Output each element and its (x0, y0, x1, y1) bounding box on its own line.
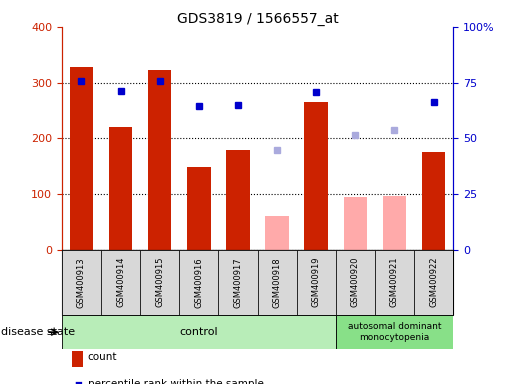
Text: GSM400915: GSM400915 (155, 257, 164, 308)
Text: GSM400918: GSM400918 (272, 257, 282, 308)
Text: count: count (88, 352, 117, 362)
Bar (218, 250, 258, 315)
Text: disease state: disease state (1, 327, 75, 337)
Bar (304, 102, 328, 250)
Bar (109, 127, 132, 250)
Text: GSM400919: GSM400919 (312, 257, 321, 308)
Text: GSM400920: GSM400920 (351, 257, 360, 308)
Bar (336, 315, 453, 349)
Bar (344, 197, 367, 250)
Text: GSM400921: GSM400921 (390, 257, 399, 308)
Text: GSM400917: GSM400917 (233, 257, 243, 308)
Text: autosomal dominant
monocytopenia: autosomal dominant monocytopenia (348, 323, 441, 342)
Bar (297, 250, 336, 315)
Bar (101, 250, 140, 315)
Bar (62, 315, 336, 349)
Text: percentile rank within the sample: percentile rank within the sample (88, 379, 264, 384)
Bar (140, 250, 179, 315)
Bar (414, 250, 453, 315)
Bar (258, 250, 297, 315)
Text: GSM400913: GSM400913 (77, 257, 86, 308)
Bar (179, 250, 218, 315)
Text: GSM400922: GSM400922 (429, 257, 438, 308)
Bar (62, 250, 101, 315)
Bar (375, 250, 414, 315)
Bar (226, 151, 250, 250)
Text: control: control (180, 327, 218, 337)
Text: GSM400916: GSM400916 (194, 257, 203, 308)
Bar (148, 70, 171, 250)
Bar (187, 167, 211, 250)
Bar (383, 195, 406, 250)
Bar (70, 67, 93, 250)
Title: GDS3819 / 1566557_at: GDS3819 / 1566557_at (177, 12, 338, 26)
Text: GSM400914: GSM400914 (116, 257, 125, 308)
Bar (336, 250, 375, 315)
Bar (422, 152, 445, 250)
Bar (265, 216, 289, 250)
Text: ■: ■ (74, 379, 82, 384)
